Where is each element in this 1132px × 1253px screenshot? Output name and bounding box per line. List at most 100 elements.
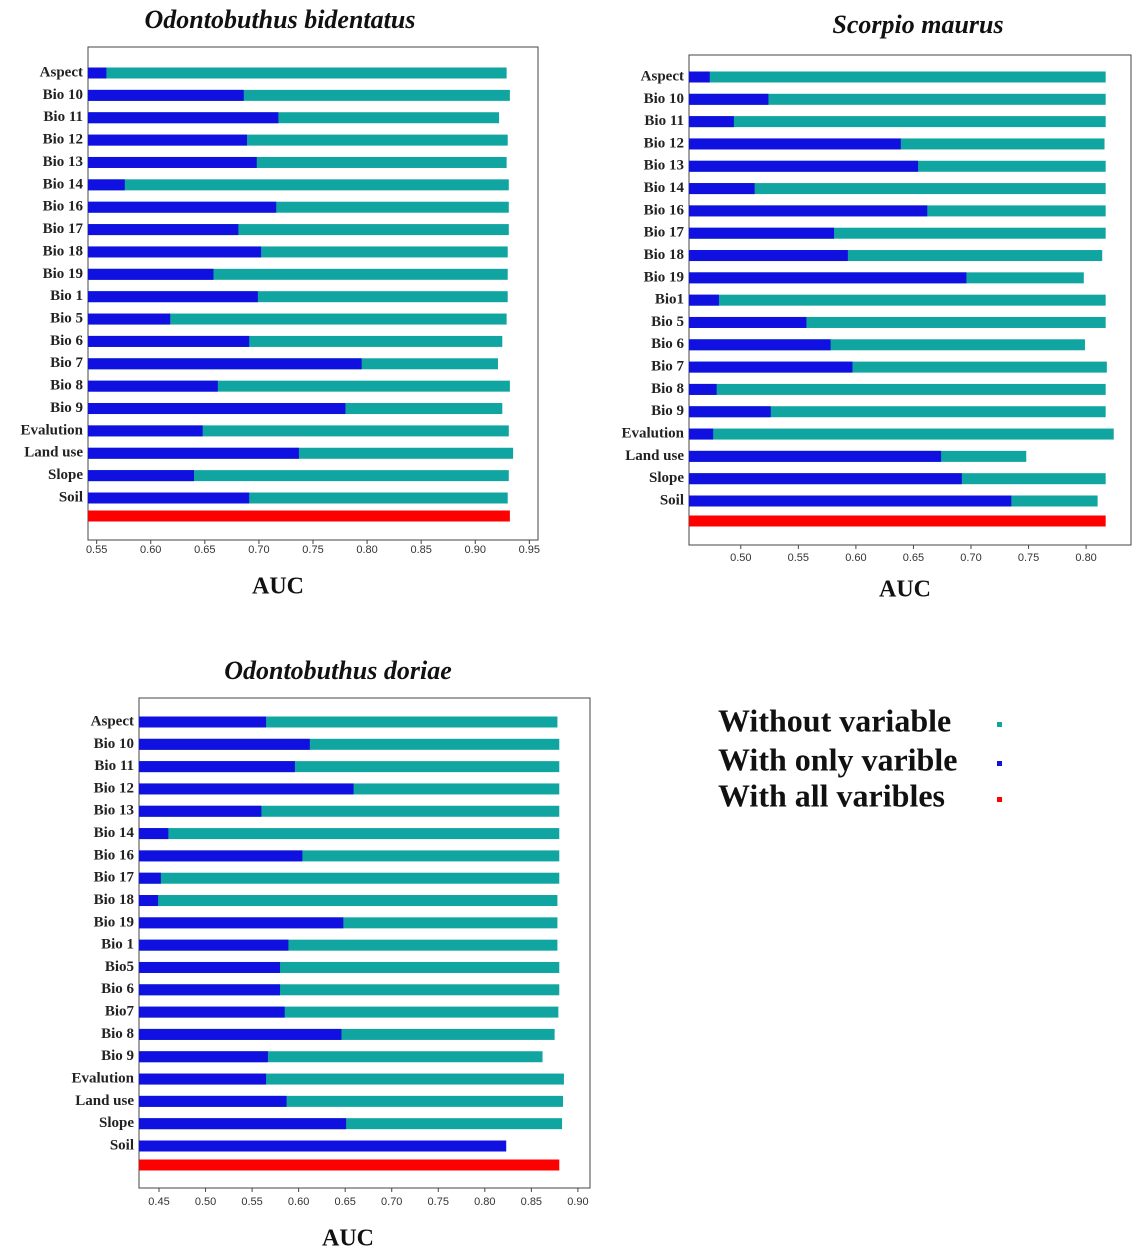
category-label: Bio 11 <box>94 758 134 774</box>
legend-label: With all varibles <box>718 777 945 813</box>
bar <box>88 134 508 146</box>
x-tick-label: 0.95 <box>519 544 540 556</box>
x-tick-label: 0.55 <box>86 544 107 556</box>
x-tick-label: 0.50 <box>195 1196 216 1208</box>
bar <box>139 1118 563 1130</box>
bar <box>689 316 1106 328</box>
category-label: Bio 6 <box>101 981 134 997</box>
category-label: Evalution <box>20 422 83 438</box>
category-label: Bio 19 <box>43 266 83 282</box>
category-label: Bio 7 <box>651 359 684 375</box>
category-label: Bio1 <box>655 292 684 308</box>
bar <box>689 116 1106 128</box>
bar <box>139 1118 347 1130</box>
category-label: Bio 10 <box>644 91 684 107</box>
bar <box>689 160 919 172</box>
bar <box>689 294 719 306</box>
bar <box>88 89 244 101</box>
bar <box>88 268 508 280</box>
x-tick-label: 0.65 <box>194 544 215 556</box>
bar <box>139 1006 559 1018</box>
category-label: Bio 14 <box>43 176 84 192</box>
bar <box>88 425 509 437</box>
bar-all-variables <box>139 1159 560 1171</box>
category-label: Bio7 <box>105 1004 135 1020</box>
bar <box>88 201 277 213</box>
x-tick-label: 0.85 <box>521 1196 542 1208</box>
category-label: Bio 12 <box>43 132 83 148</box>
bar <box>689 361 1107 373</box>
category-label: Bio 13 <box>94 803 134 819</box>
x-tick-label: 0.85 <box>410 544 431 556</box>
category-label: Bio 12 <box>644 135 684 151</box>
bar <box>689 116 734 128</box>
x-tick-label: 0.55 <box>241 1196 262 1208</box>
chart-title: Odontobuthus bidentatus <box>145 5 416 34</box>
category-label: Bio 19 <box>94 914 134 930</box>
bar <box>139 716 558 728</box>
bar <box>88 156 507 168</box>
bar <box>88 291 258 303</box>
bar <box>139 738 560 750</box>
category-label: Slope <box>649 470 684 486</box>
bar <box>139 895 558 907</box>
bar <box>88 470 195 482</box>
category-label: Bio 18 <box>94 892 134 908</box>
bar <box>88 224 509 236</box>
category-label: Land use <box>24 445 83 461</box>
bar <box>689 272 967 284</box>
bar <box>139 1073 267 1085</box>
bar <box>139 850 560 862</box>
category-label: Soil <box>660 492 684 508</box>
bar <box>88 447 514 459</box>
category-label: Bio 6 <box>50 333 83 349</box>
category-label: Aspect <box>40 64 83 80</box>
bar <box>88 335 503 347</box>
category-label: Bio5 <box>105 959 134 975</box>
bar <box>139 961 281 973</box>
bar <box>88 313 171 325</box>
category-label: Bio 5 <box>651 314 684 330</box>
bar <box>139 828 560 840</box>
bar <box>139 872 161 884</box>
bar <box>139 1051 543 1063</box>
category-label: Bio 17 <box>94 870 135 886</box>
bar <box>139 1073 564 1085</box>
category-label: Bio 1 <box>50 288 83 304</box>
category-label: Bio 11 <box>644 113 684 129</box>
bar <box>139 716 267 728</box>
bar <box>139 828 169 840</box>
category-label: Evalution <box>621 425 684 441</box>
category-label: Bio 11 <box>43 109 83 125</box>
bar <box>139 783 354 795</box>
category-label: Bio 16 <box>43 199 84 215</box>
bar <box>139 761 295 773</box>
category-label: Bio 17 <box>644 225 685 241</box>
category-label: Bio 13 <box>43 154 83 170</box>
category-label: Bio 9 <box>50 400 83 416</box>
x-tick-label: 0.80 <box>1075 552 1096 564</box>
bar <box>139 917 344 929</box>
bar <box>88 425 203 437</box>
category-label: Land use <box>625 448 684 464</box>
bar <box>139 984 281 996</box>
category-label: Aspect <box>641 68 684 84</box>
bar <box>139 961 560 973</box>
category-label: Bio 8 <box>50 378 83 394</box>
bar <box>139 1095 287 1107</box>
x-tick-label: 0.70 <box>248 544 269 556</box>
bar <box>689 71 710 83</box>
bar <box>689 339 1085 351</box>
bar-all-variables <box>689 515 1106 527</box>
bar <box>88 291 508 303</box>
bar <box>139 1140 507 1152</box>
category-label: Bio 9 <box>101 1048 134 1064</box>
bar <box>689 138 901 150</box>
x-tick-label: 0.90 <box>465 544 486 556</box>
bar <box>139 805 262 817</box>
category-label: Slope <box>48 467 83 483</box>
bar <box>689 227 835 239</box>
bar <box>139 895 159 907</box>
x-axis-label: AUC <box>879 577 931 603</box>
bar <box>88 492 508 504</box>
